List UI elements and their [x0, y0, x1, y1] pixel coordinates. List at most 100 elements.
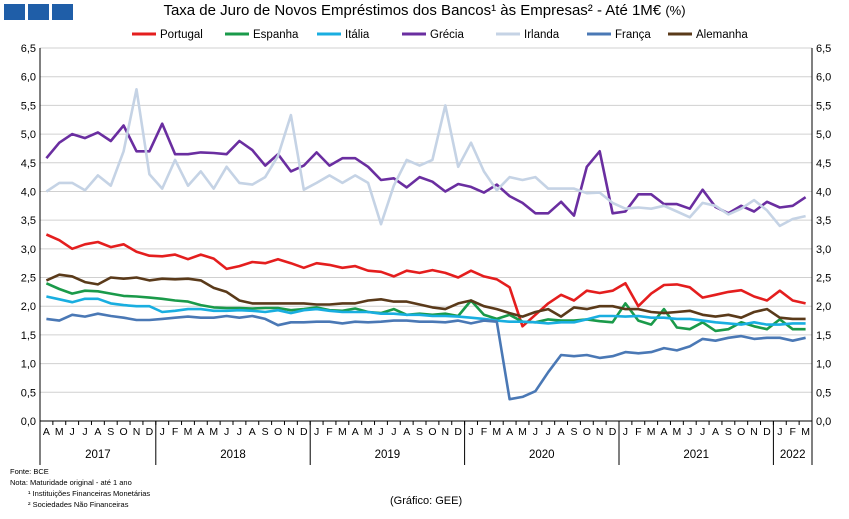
- x-tick-label: M: [518, 426, 527, 438]
- year-label: 2017: [85, 449, 111, 461]
- y-tick-label-left: 5,5: [21, 100, 36, 112]
- x-tick-label: J: [687, 426, 692, 438]
- x-tick-label: M: [492, 426, 501, 438]
- x-tick-label: S: [107, 426, 114, 438]
- x-tick-label: M: [209, 426, 218, 438]
- maturity-note: Nota: Maturidade original - até 1 ano: [10, 478, 132, 487]
- x-tick-label: M: [673, 426, 682, 438]
- legend-label: França: [615, 29, 651, 41]
- x-tick-label: A: [403, 426, 410, 438]
- x-tick-label: J: [237, 426, 242, 438]
- title-text: Taxa de Juro de Novos Empréstimos dos Ba…: [163, 2, 662, 19]
- x-tick-label: D: [763, 426, 771, 438]
- x-tick-label: N: [442, 426, 450, 438]
- x-tick-label: A: [506, 426, 513, 438]
- y-tick-label-right: 5,0: [816, 129, 831, 141]
- legend-label: Grécia: [430, 29, 464, 41]
- x-tick-label: D: [609, 426, 617, 438]
- y-tick-label-left: 6,5: [21, 43, 36, 55]
- x-tick-label: A: [197, 426, 204, 438]
- y-tick-label-left: 1,0: [21, 359, 36, 371]
- y-tick-label-right: 3,0: [816, 244, 831, 256]
- y-tick-label-left: 3,0: [21, 244, 36, 256]
- footnote-2: ² Sociedades Não Financeiras: [28, 500, 129, 509]
- x-tick-label: S: [262, 426, 269, 438]
- title-unit: (%): [665, 3, 686, 18]
- brand-logo: [4, 4, 73, 20]
- y-tick-label-left: 4,5: [21, 158, 36, 170]
- y-tick-label-right: 2,5: [816, 273, 831, 285]
- year-label: 2018: [220, 449, 246, 461]
- x-tick-label: J: [777, 426, 782, 438]
- legend-label: Irlanda: [524, 29, 560, 41]
- x-tick-label: M: [55, 426, 64, 438]
- x-tick-label: A: [661, 426, 668, 438]
- x-tick-label: A: [352, 426, 359, 438]
- series-line-itlia: [46, 295, 806, 326]
- y-tick-label-right: 4,0: [816, 186, 831, 198]
- chart-credit: (Gráfico: GEE): [390, 495, 463, 507]
- x-tick-label: M: [184, 426, 193, 438]
- x-tick-label: O: [737, 426, 745, 438]
- y-tick-label-left: 6,0: [21, 72, 36, 84]
- footnote-1: ¹ Instituições Financeiras Monetárias: [28, 489, 151, 498]
- x-tick-label: J: [70, 426, 75, 438]
- x-tick-label: O: [274, 426, 282, 438]
- x-tick-label: J: [314, 426, 319, 438]
- series-line-portugal: [45, 233, 806, 328]
- x-tick-label: A: [43, 426, 50, 438]
- x-tick-label: J: [533, 426, 538, 438]
- y-tick-label-right: 1,5: [816, 330, 831, 342]
- x-tick-label: J: [546, 426, 551, 438]
- x-tick-label: F: [481, 426, 487, 438]
- year-label: 2019: [375, 449, 401, 461]
- x-tick-label: J: [623, 426, 628, 438]
- x-tick-label: J: [468, 426, 473, 438]
- x-tick-label: J: [82, 426, 87, 438]
- y-tick-label-left: 0,0: [21, 416, 36, 428]
- y-tick-label-left: 3,5: [21, 215, 36, 227]
- y-tick-label-left: 4,0: [21, 186, 36, 198]
- x-tick-label: F: [326, 426, 332, 438]
- x-tick-label: A: [712, 426, 719, 438]
- x-tick-label: S: [570, 426, 577, 438]
- x-tick-label: D: [300, 426, 308, 438]
- y-tick-label-right: 2,0: [816, 301, 831, 313]
- x-tick-label: O: [583, 426, 591, 438]
- y-tick-label-left: 5,0: [21, 129, 36, 141]
- x-tick-label: N: [287, 426, 295, 438]
- x-tick-label: J: [224, 426, 229, 438]
- y-tick-label-left: 1,5: [21, 330, 36, 342]
- x-tick-label: N: [133, 426, 141, 438]
- x-tick-label: N: [596, 426, 604, 438]
- y-tick-label-right: 4,5: [816, 158, 831, 170]
- x-tick-label: F: [172, 426, 178, 438]
- y-tick-label-left: 0,5: [21, 387, 36, 399]
- x-tick-label: N: [750, 426, 758, 438]
- year-label: 2022: [780, 449, 806, 461]
- x-tick-label: J: [391, 426, 396, 438]
- y-tick-label-right: 1,0: [816, 359, 831, 371]
- x-tick-label: O: [428, 426, 436, 438]
- x-tick-label: M: [801, 426, 810, 438]
- x-tick-label: A: [558, 426, 565, 438]
- y-tick-label-left: 2,0: [21, 301, 36, 313]
- x-tick-label: S: [725, 426, 732, 438]
- x-tick-label: A: [94, 426, 101, 438]
- legend-label: Itália: [345, 29, 370, 41]
- y-tick-label-right: 3,5: [816, 215, 831, 227]
- y-tick-label-right: 0,5: [816, 387, 831, 399]
- source-note: Fonte: BCE: [10, 467, 49, 476]
- series-line-frana: [46, 312, 806, 401]
- x-tick-label: M: [364, 426, 373, 438]
- series-line-irlanda: [45, 88, 806, 228]
- series-line-grcia: [45, 122, 807, 217]
- x-tick-label: J: [160, 426, 165, 438]
- y-tick-label-left: 2,5: [21, 273, 36, 285]
- legend-label: Portugal: [160, 29, 203, 41]
- x-tick-label: F: [789, 426, 795, 438]
- x-tick-label: M: [338, 426, 347, 438]
- x-tick-label: D: [454, 426, 462, 438]
- x-tick-label: F: [635, 426, 641, 438]
